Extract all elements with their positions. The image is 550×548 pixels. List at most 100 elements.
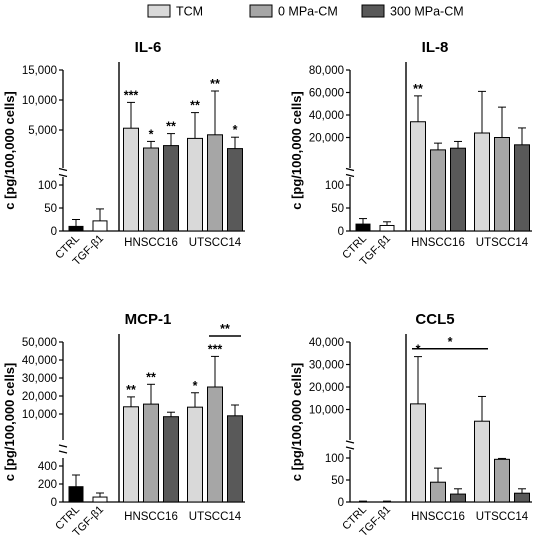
data-bar (430, 481, 446, 503)
y-axis-label: c [pg/100,000 cells] (2, 91, 17, 210)
group-label: UTSCC14 (189, 511, 242, 523)
legend-item: 300 MPa-CM (361, 4, 464, 19)
significance-label: *** (208, 342, 223, 356)
data-bar (450, 493, 466, 503)
y-axis-label: c [pg/100,000 cells] (2, 363, 17, 482)
axis-break-mark (345, 446, 355, 450)
data-bar (514, 492, 530, 503)
data-bar (123, 127, 139, 232)
y-tick-label: 5,000 (28, 125, 57, 137)
data-bar (163, 416, 179, 503)
y-tick-label: 0 (51, 226, 57, 238)
significance-label: * (416, 343, 421, 357)
y-tick-label: 10,000 (22, 409, 57, 421)
y-tick-label: 30,000 (309, 360, 344, 372)
significance-label: ** (166, 120, 176, 134)
y-tick-label: 30,000 (22, 373, 57, 385)
significance-label: * (193, 379, 198, 393)
bracket-label: ** (220, 322, 230, 336)
y-tick-label: 10,000 (22, 95, 57, 107)
legend-item: TCM (147, 4, 203, 19)
data-bar (207, 386, 223, 503)
group-label: HNSCC16 (411, 511, 465, 523)
significance-label: ** (210, 77, 220, 91)
data-bar (207, 134, 223, 232)
control-bar (68, 225, 84, 232)
legend-swatch (249, 4, 273, 18)
y-tick-label: 20,000 (22, 391, 57, 403)
control-bar (68, 486, 84, 503)
data-bar (123, 406, 139, 503)
y-tick-label: 50 (331, 203, 344, 215)
group-label: HNSCC16 (124, 511, 178, 523)
control-bar (92, 220, 108, 232)
y-tick-label: 40,000 (309, 110, 344, 122)
y-tick-label: 100 (325, 180, 344, 192)
data-bar (410, 121, 426, 232)
data-bar (163, 145, 179, 232)
y-tick-label: 40,000 (309, 337, 344, 349)
group-label: UTSCC14 (189, 237, 242, 249)
data-bar (494, 458, 510, 503)
group-label: UTSCC14 (476, 237, 529, 249)
group-label: UTSCC14 (476, 511, 529, 523)
bracket-label: * (448, 335, 453, 349)
significance-label: ** (413, 82, 423, 96)
data-bar (410, 403, 426, 503)
chart-panel-mcp-1: MCP-1 c [pg/100,000 cells] 0 200 400 10,000 20… (2, 311, 245, 539)
data-bar (474, 132, 490, 232)
y-tick-label: 100 (325, 453, 344, 465)
legend-swatch (361, 4, 385, 18)
data-bar (474, 420, 490, 503)
y-tick-label: 60,000 (309, 88, 344, 100)
control-bar (379, 224, 395, 232)
group-label: HNSCC16 (124, 237, 178, 249)
y-tick-label: 20,000 (309, 133, 344, 145)
data-bar (187, 137, 203, 232)
y-tick-label: 50 (44, 203, 57, 215)
legend-swatch (147, 4, 171, 18)
significance-label: * (233, 123, 238, 137)
axis-break-mark (345, 173, 355, 178)
y-tick-label: 10,000 (309, 405, 344, 417)
y-tick-label: 50,000 (22, 337, 57, 349)
legend-label: 0 MPa-CM (278, 5, 338, 19)
data-bar (143, 147, 159, 232)
y-tick-label: 0 (338, 497, 344, 509)
significance-label: ** (146, 370, 156, 384)
y-tick-label: 80,000 (309, 65, 344, 77)
group-label: HNSCC16 (411, 237, 465, 249)
significance-label: *** (124, 88, 139, 102)
chart-title: MCP-1 (125, 311, 172, 328)
y-axis-label: c [pg/100,000 cells] (289, 91, 304, 210)
y-tick-label: 50 (331, 475, 344, 487)
axis-break-mark (58, 450, 68, 454)
data-bar (143, 403, 159, 503)
axis-break-mark (58, 173, 68, 178)
y-tick-label: 40,000 (22, 355, 57, 367)
significance-label: ** (126, 383, 136, 397)
significance-label: * (149, 127, 154, 141)
chart-panel-ccl5: CCL5 c [pg/100,000 cells] 0 50 100 10,000 20,0… (289, 311, 532, 539)
legend-label: 300 MPa-CM (390, 5, 464, 19)
data-bar (227, 148, 243, 232)
axis-break-mark (345, 167, 355, 172)
y-tick-label: 0 (51, 497, 57, 509)
chart-title: CCL5 (415, 311, 454, 328)
axis-break-mark (345, 440, 355, 444)
chart-panel-il-8: IL-8 c [pg/100,000 cells] 0 50 100 20,000 40,0… (289, 39, 532, 268)
chart-panels: IL-6 c [pg/100,000 cells] 0 50 100 5,000 10,00… (2, 39, 532, 539)
data-bar (450, 147, 466, 232)
legend: TCM 0 MPa-CM 300 MPa-CM (147, 4, 464, 19)
chart-title: IL-8 (422, 39, 449, 56)
y-tick-label: 200 (38, 479, 57, 491)
chart-panel-il-6: IL-6 c [pg/100,000 cells] 0 50 100 5,000 10,00… (2, 39, 245, 268)
data-bar (494, 137, 510, 232)
y-tick-label: 100 (38, 180, 57, 192)
data-bar (430, 149, 446, 232)
chart-title: IL-6 (135, 39, 162, 56)
y-tick-label: 15,000 (22, 65, 57, 77)
control-bar (92, 496, 108, 503)
y-tick-label: 400 (38, 461, 57, 473)
